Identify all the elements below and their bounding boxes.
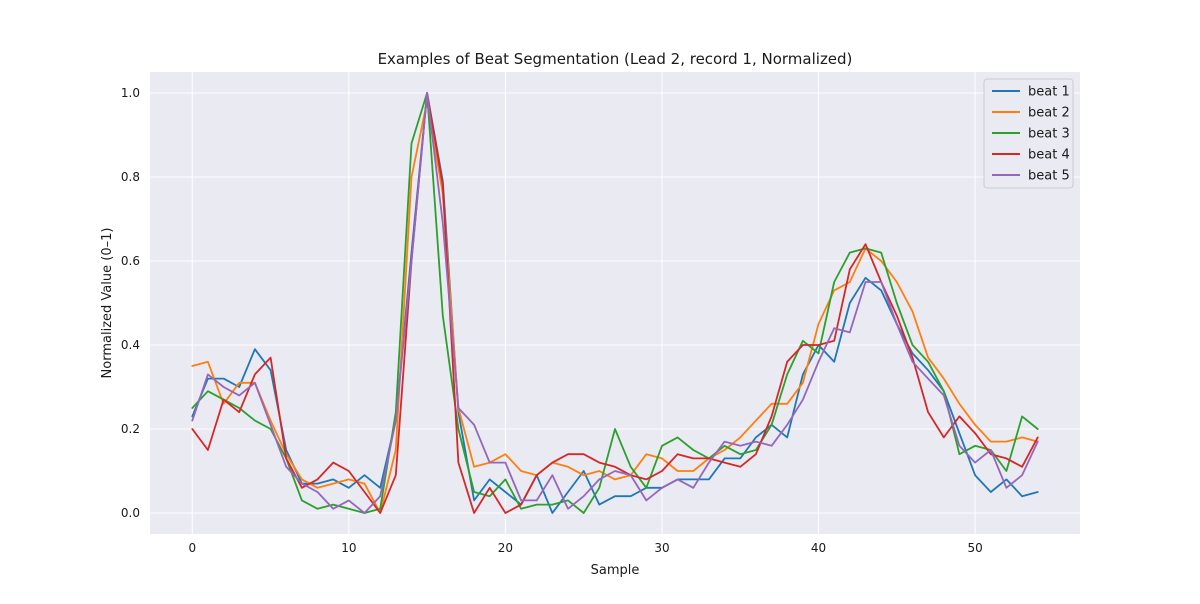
x-tick-label: 20 <box>498 541 513 555</box>
legend-frame <box>983 78 1074 189</box>
y-tick-label: 0.6 <box>121 254 140 268</box>
y-tick-label: 0.4 <box>121 338 140 352</box>
tick-labels: 0 10 20 30 40 50 0.0 0.2 0.4 0.6 0.8 1.0 <box>121 86 983 555</box>
x-tick-label: 50 <box>967 541 982 555</box>
series-line-beat-2 <box>191 100 1039 514</box>
legend-label: beat 5 <box>1028 169 1070 184</box>
x-tick-label: 10 <box>341 541 356 555</box>
grid <box>150 72 1080 534</box>
y-tick-label: 0.8 <box>121 170 140 184</box>
legend-label: beat 1 <box>1028 85 1070 100</box>
x-tick-label: 40 <box>811 541 826 555</box>
legend-label: beat 2 <box>1028 106 1070 121</box>
legend-label: beat 3 <box>1028 127 1070 142</box>
series-line-beat-5 <box>191 92 1039 514</box>
series-line-beat-4 <box>191 92 1039 514</box>
plot-background <box>150 72 1080 534</box>
legend-label: beat 4 <box>1028 148 1070 163</box>
x-tick-label: 0 <box>188 541 196 555</box>
y-tick-label: 0.2 <box>121 422 140 436</box>
legend: beat 1 beat 2 beat 3 beat 4 beat 5 <box>983 78 1074 189</box>
x-tick-label: 30 <box>654 541 669 555</box>
x-axis-label: Sample <box>591 563 640 578</box>
series-line-beat-3 <box>191 92 1039 514</box>
series-lines <box>191 92 1039 514</box>
y-axis-label: Normalized Value (0–1) <box>100 228 115 379</box>
chart-title: Examples of Beat Segmentation (Lead 2, r… <box>378 50 853 68</box>
y-tick-label: 0.0 <box>121 506 140 520</box>
y-tick-label: 1.0 <box>121 86 140 100</box>
